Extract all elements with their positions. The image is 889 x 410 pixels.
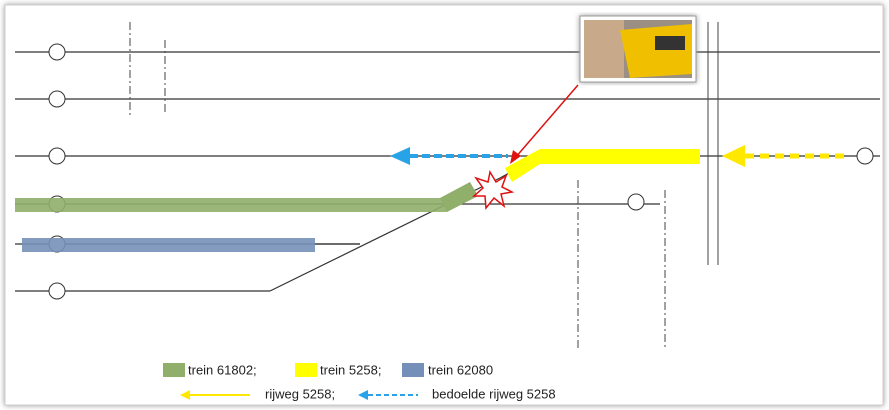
- trains: [15, 149, 700, 252]
- legend-swatch: [163, 363, 185, 377]
- legend-label: bedoelde rijweg 5258: [432, 386, 556, 401]
- legend-label: rijweg 5258;: [265, 386, 335, 401]
- legend-swatch: [295, 363, 317, 377]
- legend-label: trein 61802;: [188, 362, 257, 377]
- pointer: [514, 84, 579, 159]
- routes: [390, 145, 850, 167]
- photo: [579, 15, 697, 83]
- legend-label: trein 62080: [428, 362, 493, 377]
- legend: trein 61802; trein 5258; trein 62080 rij…: [163, 362, 556, 401]
- legend-swatch: [402, 363, 424, 377]
- legend-label: trein 5258;: [320, 362, 381, 377]
- collision: [472, 169, 515, 210]
